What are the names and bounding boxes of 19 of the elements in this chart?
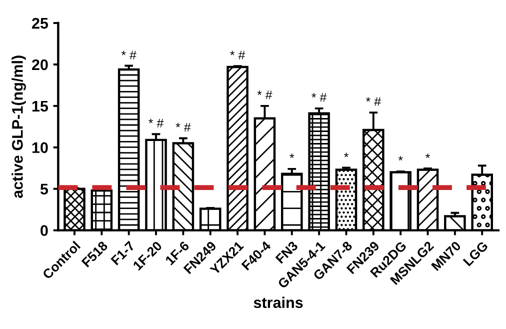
annotation: * bbox=[426, 154, 430, 158]
y-tick-label: 0 bbox=[40, 225, 48, 236]
annotation: * # bbox=[176, 122, 191, 132]
y-tick-label: 20 bbox=[32, 59, 48, 70]
y-tick-label: 25 bbox=[32, 18, 48, 29]
y-axis-title: active GLP-1(ng/ml) bbox=[12, 56, 26, 198]
y-tick-label: 10 bbox=[32, 142, 48, 154]
annotation: * # bbox=[257, 90, 272, 100]
annotation: * bbox=[290, 154, 294, 158]
annotation: * bbox=[398, 156, 403, 160]
annotation: * # bbox=[148, 118, 164, 128]
annotation: * # bbox=[312, 93, 327, 102]
annotation: * # bbox=[230, 50, 246, 60]
y-tick-label: 15 bbox=[32, 100, 48, 112]
y-tick-label: 5 bbox=[40, 184, 48, 195]
annotation: * # bbox=[121, 50, 136, 60]
annotation: * # bbox=[366, 97, 381, 106]
x-axis-title: strains bbox=[254, 296, 303, 308]
annotation: * bbox=[344, 152, 348, 158]
